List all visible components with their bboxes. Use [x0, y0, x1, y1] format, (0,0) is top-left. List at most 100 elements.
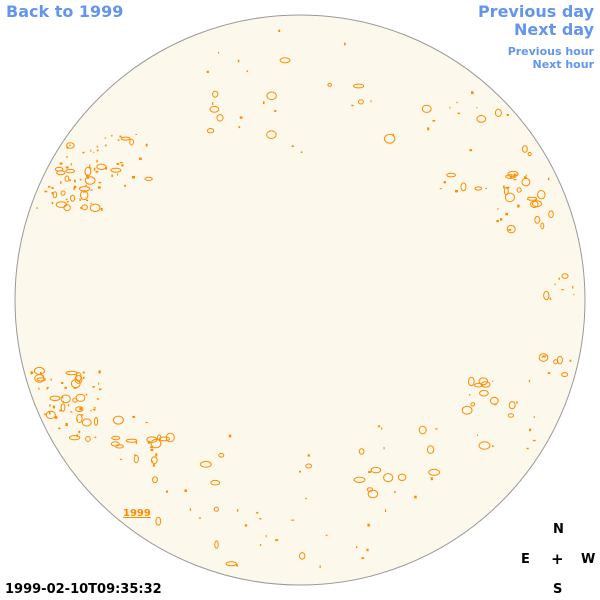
feature-contour [111, 134, 113, 137]
feature-contour [216, 114, 224, 122]
feature-contour [236, 564, 238, 567]
feature-contour [96, 149, 99, 152]
feature-contour [75, 406, 84, 413]
feature-contour [84, 176, 96, 185]
feature-contour [541, 356, 544, 358]
feature-contour [157, 434, 162, 441]
feature-contour [70, 194, 76, 202]
previous-day-link[interactable]: Previous day [477, 2, 594, 21]
feature-contour [473, 382, 484, 388]
feature-contour [134, 454, 136, 456]
feature-contour [62, 400, 65, 403]
feature-contour [83, 191, 86, 193]
feature-contour [40, 371, 42, 375]
feature-contour [449, 106, 451, 109]
feature-contour [392, 133, 394, 136]
feature-contour [532, 439, 536, 442]
feature-contour [44, 190, 48, 193]
feature-contour [68, 435, 81, 441]
feature-contour [96, 398, 100, 400]
feature-contour [478, 377, 488, 386]
feature-contour [381, 427, 383, 430]
feature-contour [90, 202, 92, 204]
feature-contour [446, 172, 457, 178]
feature-contour [98, 388, 102, 391]
feature-contour [305, 463, 313, 469]
feature-contour [357, 99, 364, 105]
feature-contour [513, 179, 517, 181]
compass-west: W [581, 552, 596, 567]
feature-contour [471, 91, 474, 95]
back-to-year-link[interactable]: Back to 1999 [6, 2, 124, 21]
feature-contour [133, 454, 139, 464]
feature-contour [49, 395, 61, 401]
feature-contour [469, 394, 471, 396]
feature-contour [237, 59, 240, 63]
feature-contour [54, 416, 58, 419]
feature-contour [31, 371, 34, 374]
feature-contour [265, 535, 267, 538]
feature-contour [524, 176, 527, 180]
feature-contour [537, 190, 546, 200]
feature-contour [65, 168, 76, 174]
feature-contour [228, 434, 232, 438]
feature-contour [139, 157, 142, 160]
feature-contour [152, 464, 155, 467]
feature-contour [319, 565, 321, 568]
previous-hour-link[interactable]: Previous hour [507, 45, 594, 58]
feature-contour [497, 208, 499, 210]
feature-contour [110, 441, 120, 447]
feature-contour [439, 188, 442, 190]
feature-contour [494, 404, 497, 406]
feature-contour [517, 204, 520, 208]
feature-contour [65, 198, 68, 201]
feature-contour [80, 190, 89, 201]
feature-contour [428, 468, 441, 476]
feature-contour [64, 175, 70, 182]
feature-contour [97, 186, 101, 189]
feature-contour [543, 290, 550, 301]
feature-contour [259, 544, 262, 546]
feature-contour [526, 196, 538, 201]
feature-contour [225, 561, 238, 567]
next-hour-link[interactable]: Next hour [532, 58, 595, 71]
feature-contour [150, 456, 158, 465]
feature-contour [89, 203, 101, 213]
feature-contour [90, 149, 92, 152]
year-link[interactable]: 1999 [123, 508, 151, 519]
feature-contour [79, 407, 82, 411]
feature-contour [198, 517, 201, 519]
feature-contour [299, 552, 306, 560]
feature-contour [291, 145, 294, 147]
feature-contour [263, 101, 265, 105]
feature-contour [132, 175, 135, 179]
feature-contour [542, 355, 545, 358]
feature-contour [207, 128, 215, 134]
feature-contour [469, 149, 473, 152]
feature-contour [418, 425, 427, 435]
feature-contour [513, 173, 517, 176]
next-day-link[interactable]: Next day [514, 20, 594, 39]
feature-contour [46, 387, 48, 390]
feature-contour [506, 186, 510, 189]
feature-contour [435, 428, 438, 430]
feature-contour [521, 145, 528, 153]
feature-contour [61, 382, 64, 384]
feature-contour [96, 159, 98, 163]
feature-contour [93, 408, 96, 411]
feature-contour [210, 479, 221, 486]
feature-contour [82, 376, 85, 379]
feature-contour [200, 460, 212, 468]
feature-contour [69, 179, 71, 182]
feature-contour [432, 120, 436, 122]
feature-contour [212, 102, 214, 105]
feature-contour [478, 441, 491, 450]
feature-contour [259, 518, 262, 520]
feature-contour [507, 413, 515, 418]
feature-contour [85, 393, 88, 396]
feature-contour [60, 190, 66, 196]
feature-contour [65, 166, 69, 169]
feature-contour [325, 534, 328, 536]
feature-contour [300, 151, 303, 153]
